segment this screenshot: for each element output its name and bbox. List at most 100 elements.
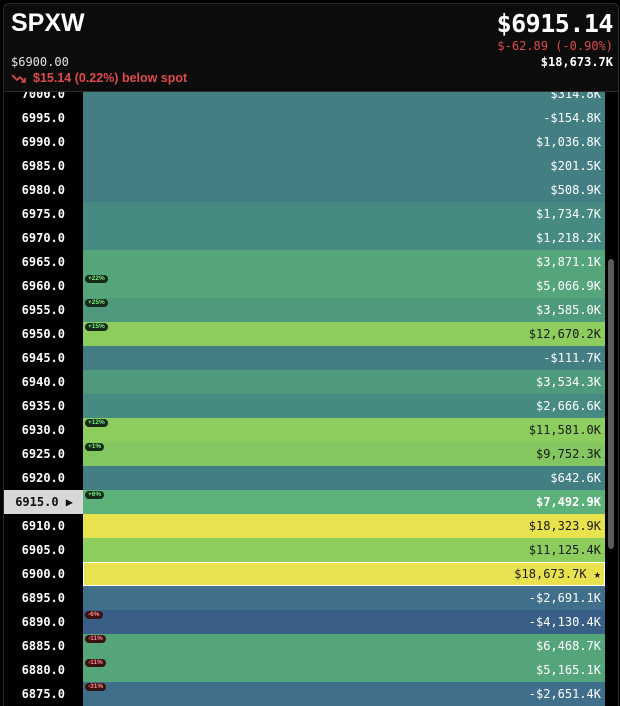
strike-row[interactable]: 6955.0 +25% $3,585.0K [4,298,605,322]
exposure-value: $201.5K [550,159,601,173]
strike-row[interactable]: 6910.0 $18,323.9K [4,514,605,538]
exposure-bar: +1% $9,752.3K [83,442,605,466]
strike-row[interactable]: 6980.0 $508.9K [4,178,605,202]
spot-price: $6915.14 [496,9,614,38]
strike-row[interactable]: 6990.0 $1,036.8K [4,130,605,154]
strike-row[interactable]: 6885.0 -11% $6,468.7K [4,634,605,658]
strike-row[interactable]: 6880.0 -11% $5,165.1K [4,658,605,682]
strike-label: 6945.0 [21,351,65,365]
exposure-bar: $18,673.7K ★ [83,562,605,586]
exposure-value: $18,673.7K ★ [514,567,601,581]
exposure-bar: -6% -$4,130.4K [83,610,605,634]
exposure-bar: -11% $6,468.7K [83,634,605,658]
strike-row[interactable]: 6995.0 -$154.8K [4,106,605,130]
strike-row[interactable]: 6935.0 $2,666.6K [4,394,605,418]
exposure-value: $11,581.0K [528,423,601,437]
strike-row[interactable]: 6920.0 $642.6K [4,466,605,490]
scrollbar[interactable] [608,259,614,549]
trend-down-icon [11,74,26,83]
strike-row[interactable]: 7000.0 $314.8K [4,92,605,106]
exposure-value: $9,752.3K [535,447,601,461]
strike-row[interactable]: 6900.0 $18,673.7K ★ [4,562,605,586]
exposure-bar: $3,871.1K [83,250,605,274]
exposure-value: $3,871.1K [535,255,601,269]
strike-row[interactable]: 6960.0 +22% $5,066.9K [4,274,605,298]
exposure-bar: $201.5K [83,154,605,178]
strike-row[interactable]: 6975.0 $1,734.7K [4,202,605,226]
exposure-value: -$2,691.1K [528,591,601,605]
strike-label: 6940.0 [21,375,65,389]
exposure-value: -$2,651.4K [528,687,601,701]
exposure-bar: -$2,691.1K [83,586,605,610]
strike-label: 6895.0 [21,591,65,605]
strike-label: 6990.0 [21,135,65,149]
strike-label: 6955.0 [21,303,65,317]
strike-label: 6910.0 [21,519,65,533]
header: SPXW $6915.14 $-62.89 (-0.90%) $6900.00 … [4,4,618,92]
chain-panel: SPXW $6915.14 $-62.89 (-0.90%) $6900.00 … [3,3,619,706]
strike-label: 6915.0 ▶ [4,490,83,514]
exposure-bar: $3,534.3K [83,370,605,394]
strike-row[interactable]: 6970.0 $1,218.2K [4,226,605,250]
strike-row[interactable]: 6905.0 $11,125.4K [4,538,605,562]
exposure-value: $2,666.6K [535,399,601,413]
change-badge: -11% [85,659,106,667]
strike-label: 6980.0 [21,183,65,197]
strike-row[interactable]: 6950.0 +15% $12,670.2K [4,322,605,346]
strike-row[interactable]: 6915.0 ▶ +6% $7,492.9K [4,490,605,514]
exposure-value: $1,036.8K [535,135,601,149]
change-badge: +25% [85,299,108,307]
exposure-bar: +6% $7,492.9K [83,490,605,514]
change-badge: +15% [85,323,108,331]
strike-row[interactable]: 6940.0 $3,534.3K [4,370,605,394]
exposure-bar: $1,734.7K [83,202,605,226]
strike-label: 6880.0 [21,663,65,677]
strike-label: 6890.0 [21,615,65,629]
price-change: $-62.89 (-0.90%) [497,39,613,53]
exposure-value: $6,468.7K [535,639,601,653]
exposure-value: $642.6K [550,471,601,485]
exposure-bar: $508.9K [83,178,605,202]
ticker-symbol: SPXW [11,9,85,37]
strike-label: 6975.0 [21,207,65,221]
exposure-bar: +25% $3,585.0K [83,298,605,322]
exposure-bar: $1,036.8K [83,130,605,154]
key-strike-value: $18,673.7K [540,55,613,69]
strike-row[interactable]: 6890.0 -6% -$4,130.4K [4,610,605,634]
strike-label: 6950.0 [21,327,65,341]
strike-label: 6970.0 [21,231,65,245]
exposure-value: $5,165.1K [535,663,601,677]
exposure-value: $3,585.0K [535,303,601,317]
strike-label: 6985.0 [21,159,65,173]
change-badge: +1% [85,443,105,451]
exposure-bar: $11,125.4K [83,538,605,562]
spot-distance-text: $15.14 (0.22%) below spot [33,71,188,85]
strike-row[interactable]: 6930.0 +12% $11,581.0K [4,418,605,442]
strike-label: 6885.0 [21,639,65,653]
strike-label: 6960.0 [21,279,65,293]
strike-row[interactable]: 6945.0 -$111.7K [4,346,605,370]
strike-row[interactable]: 6985.0 $201.5K [4,154,605,178]
exposure-value: $314.8K [550,92,601,101]
change-badge: -31% [85,683,107,691]
exposure-value: -$154.8K [543,111,601,125]
strike-row[interactable]: 6875.0 -31% -$2,651.4K [4,682,605,706]
exposure-value: $18,323.9K [528,519,601,533]
strike-label: 6875.0 [21,687,65,701]
strike-list[interactable]: 7000.0 $314.8K 6995.0 -$154.8K 6990.0 $1,036.… [4,92,618,706]
exposure-value: -$4,130.4K [528,615,601,629]
strike-row[interactable]: 6925.0 +1% $9,752.3K [4,442,605,466]
exposure-value: $508.9K [550,183,601,197]
exposure-value: $7,492.9K [535,495,601,509]
spot-distance: $15.14 (0.22%) below spot [11,71,187,85]
exposure-value: $12,670.2K [528,327,601,341]
key-strike: $6900.00 [11,55,69,69]
strike-label: 6965.0 [21,255,65,269]
exposure-bar: $314.8K [83,92,605,106]
exposure-bar: -$111.7K [83,346,605,370]
exposure-bar: +15% $12,670.2K [83,322,605,346]
strike-row[interactable]: 6965.0 $3,871.1K [4,250,605,274]
change-badge: +6% [85,491,105,499]
strike-row[interactable]: 6895.0 -$2,691.1K [4,586,605,610]
strike-label: 6900.0 [21,567,65,581]
